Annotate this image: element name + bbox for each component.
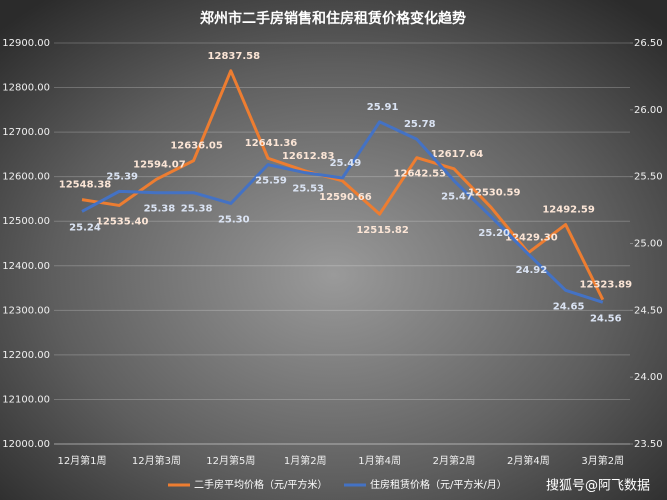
x-tick-label: 1月第2周 <box>284 454 327 467</box>
data-label: 12535.40 <box>96 216 149 227</box>
data-label: 12530.59 <box>468 188 521 199</box>
y-tick-label: 12400.00 <box>2 261 50 272</box>
x-tick-label: 2月第4周 <box>507 454 550 467</box>
y2-tick-label: 25.00 <box>634 239 663 250</box>
data-label: 25.20 <box>478 228 510 239</box>
y2-tick-label: 24.50 <box>634 305 663 316</box>
y-tick-label: 12100.00 <box>2 394 50 405</box>
data-label: 25.47 <box>441 192 473 203</box>
y-tick-label: 12700.00 <box>2 127 50 138</box>
data-label: 12837.58 <box>208 51 261 62</box>
data-label: 25.30 <box>218 214 250 225</box>
data-label: 12429.30 <box>505 233 558 244</box>
y2-tick-label: 23.50 <box>634 439 663 450</box>
x-tick-label: 12月第1周 <box>57 454 106 467</box>
data-label: 12641.36 <box>245 138 298 149</box>
data-label: 24.65 <box>553 301 585 312</box>
data-label: 25.53 <box>292 184 324 195</box>
y2-tick-label: 26.00 <box>634 105 663 116</box>
data-label: 12548.38 <box>59 180 112 191</box>
legend-label: 二手房平均价格（元/平方米） <box>194 478 327 491</box>
data-label: 12594.07 <box>133 159 186 170</box>
data-label: 12590.66 <box>319 192 372 203</box>
data-label: 25.49 <box>330 158 362 169</box>
x-tick-label: 12月第5周 <box>206 454 255 467</box>
data-label: 12617.64 <box>431 149 484 160</box>
y2-tick-label: 25.50 <box>634 172 663 183</box>
data-label: 25.38 <box>144 204 176 215</box>
y-tick-label: 12900.00 <box>2 38 50 49</box>
y-tick-label: 12600.00 <box>2 172 50 183</box>
y2-tick-label: 26.50 <box>634 38 663 49</box>
data-label: 24.56 <box>590 313 622 324</box>
data-label: 12492.59 <box>542 205 595 216</box>
data-label: 12323.89 <box>580 280 633 291</box>
x-tick-label: 2月第2周 <box>433 454 476 467</box>
series-line <box>81 69 605 301</box>
y-tick-label: 12300.00 <box>2 305 50 316</box>
data-label: 12612.83 <box>282 151 335 162</box>
data-label: 24.92 <box>516 265 548 276</box>
y-tick-label: 12000.00 <box>2 439 50 450</box>
y2-tick-label: 24.00 <box>634 372 663 383</box>
data-label: 12515.82 <box>356 225 409 236</box>
y-tick-label: 12500.00 <box>2 216 50 227</box>
data-label: 25.38 <box>181 204 213 215</box>
data-label: 12642.53 <box>394 169 447 180</box>
data-label: 25.91 <box>367 102 399 113</box>
x-tick-label: 1月第4周 <box>358 454 401 467</box>
chart-title: 郑州市二手房销售和住房租赁价格变化趋势 <box>200 10 466 27</box>
y-tick-label: 12200.00 <box>2 350 50 361</box>
watermark: 搜狐号@阿飞数据 <box>546 479 650 494</box>
data-label: 25.59 <box>255 176 287 187</box>
x-tick-label: 12月第3周 <box>132 454 181 467</box>
data-label: 25.39 <box>106 171 138 182</box>
data-label: 12636.05 <box>170 141 223 152</box>
data-label: 25.78 <box>404 119 436 130</box>
y-tick-label: 12800.00 <box>2 83 50 94</box>
series-line <box>81 120 604 304</box>
data-label: 25.24 <box>69 222 101 233</box>
x-tick-label: 3月第2周 <box>581 454 624 467</box>
legend-label: 住房租赁价格（元/平方米/月） <box>370 478 507 491</box>
